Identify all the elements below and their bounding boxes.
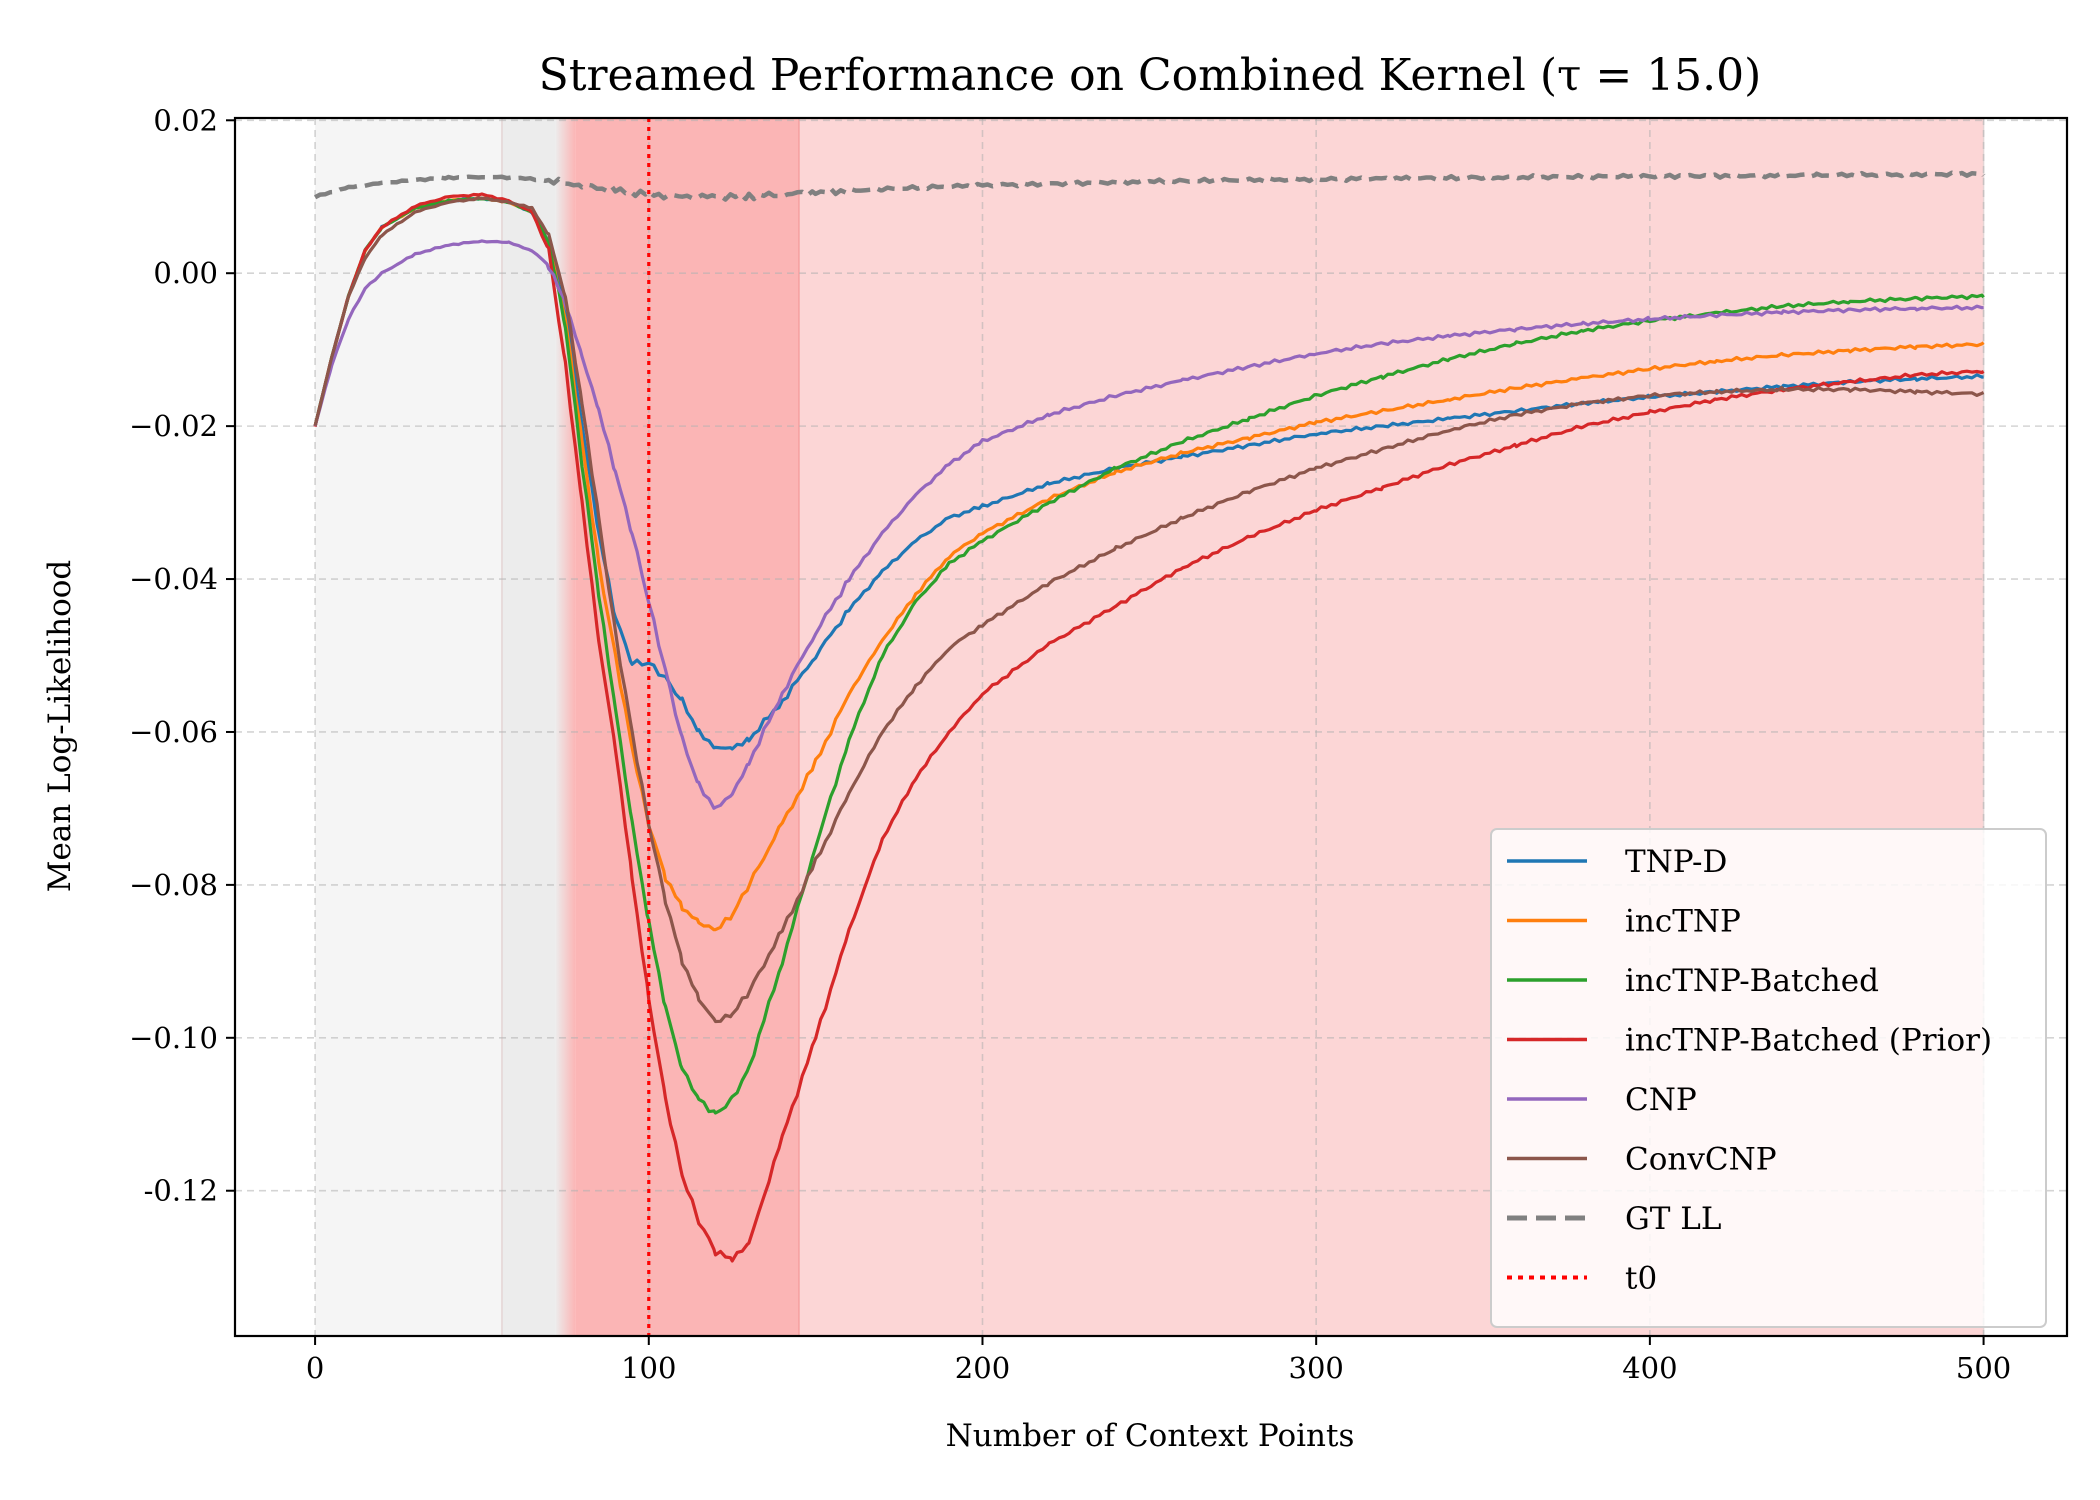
y-tick-label-0: 0.02 bbox=[153, 103, 218, 137]
x-axis-label: Number of Context Points bbox=[946, 1418, 1355, 1454]
legend-label-tnp-d: TNP-D bbox=[1625, 844, 1727, 880]
x-tick-label-0: 0 bbox=[306, 1351, 324, 1385]
chart-title: Streamed Performance on Combined Kernel … bbox=[539, 50, 1762, 101]
y-axis-label: Mean Log-Likelihood bbox=[42, 560, 78, 893]
legend-label-convcnp: ConvCNP bbox=[1625, 1142, 1777, 1178]
shaded-region-2 bbox=[501, 118, 556, 1336]
y-tick-label-7: -0.12 bbox=[144, 1174, 218, 1208]
y-tick-label-6: −0.10 bbox=[129, 1021, 218, 1055]
y-tick-label-1: 0.00 bbox=[153, 256, 218, 290]
series-line-convcnp bbox=[313, 196, 1985, 1024]
axes-frame bbox=[233, 116, 2069, 1338]
x-tick-label-4: 400 bbox=[1622, 1351, 1677, 1385]
shaded-region-1 bbox=[315, 118, 502, 1336]
legend-label-cnp: CNP bbox=[1625, 1082, 1697, 1118]
series-line-inctnp-batched-prior bbox=[313, 192, 1985, 1263]
y-tick-label-3: −0.04 bbox=[129, 562, 218, 596]
series-line-inctnp-batched bbox=[313, 196, 1985, 1115]
series-line-gt-ll bbox=[314, 170, 1986, 202]
y-tick-label-5: −0.08 bbox=[129, 868, 218, 902]
legend-label-inctnp: incTNP bbox=[1625, 904, 1741, 940]
legend: TNP-D incTNP incTNP-Batched incTNP-Batched … bbox=[1490, 828, 2047, 1328]
x-tick-label-5: 500 bbox=[1956, 1351, 2011, 1385]
y-tick-label-2: −0.02 bbox=[129, 409, 218, 443]
series-line-tnp-d bbox=[313, 196, 1984, 751]
series-layer bbox=[313, 170, 1986, 1263]
y-axis-ticks: 0.02 0.00 −0.02 −0.04 −0.06 −0.08 −0.10 -0.12 bbox=[129, 103, 235, 1208]
series-line-cnp bbox=[313, 239, 1984, 810]
series-line-inctnp bbox=[313, 196, 1985, 932]
x-tick-label-1: 100 bbox=[621, 1351, 676, 1385]
legend-label-inctnp-batched: incTNP-Batched bbox=[1625, 963, 1879, 999]
legend-label-t0: t0 bbox=[1625, 1261, 1657, 1297]
x-tick-label-2: 200 bbox=[955, 1351, 1010, 1385]
legend-label-inctnp-batched-prior: incTNP-Batched (Prior) bbox=[1625, 1023, 1992, 1059]
legend-label-gt-ll: GT LL bbox=[1625, 1201, 1721, 1237]
y-tick-label-4: −0.06 bbox=[129, 715, 218, 749]
shaded-region-3 bbox=[555, 118, 576, 1336]
x-axis-ticks: 0 100 200 300 400 500 bbox=[306, 1336, 2011, 1385]
legend-box bbox=[1490, 828, 2047, 1328]
x-tick-label-3: 300 bbox=[1289, 1351, 1344, 1385]
